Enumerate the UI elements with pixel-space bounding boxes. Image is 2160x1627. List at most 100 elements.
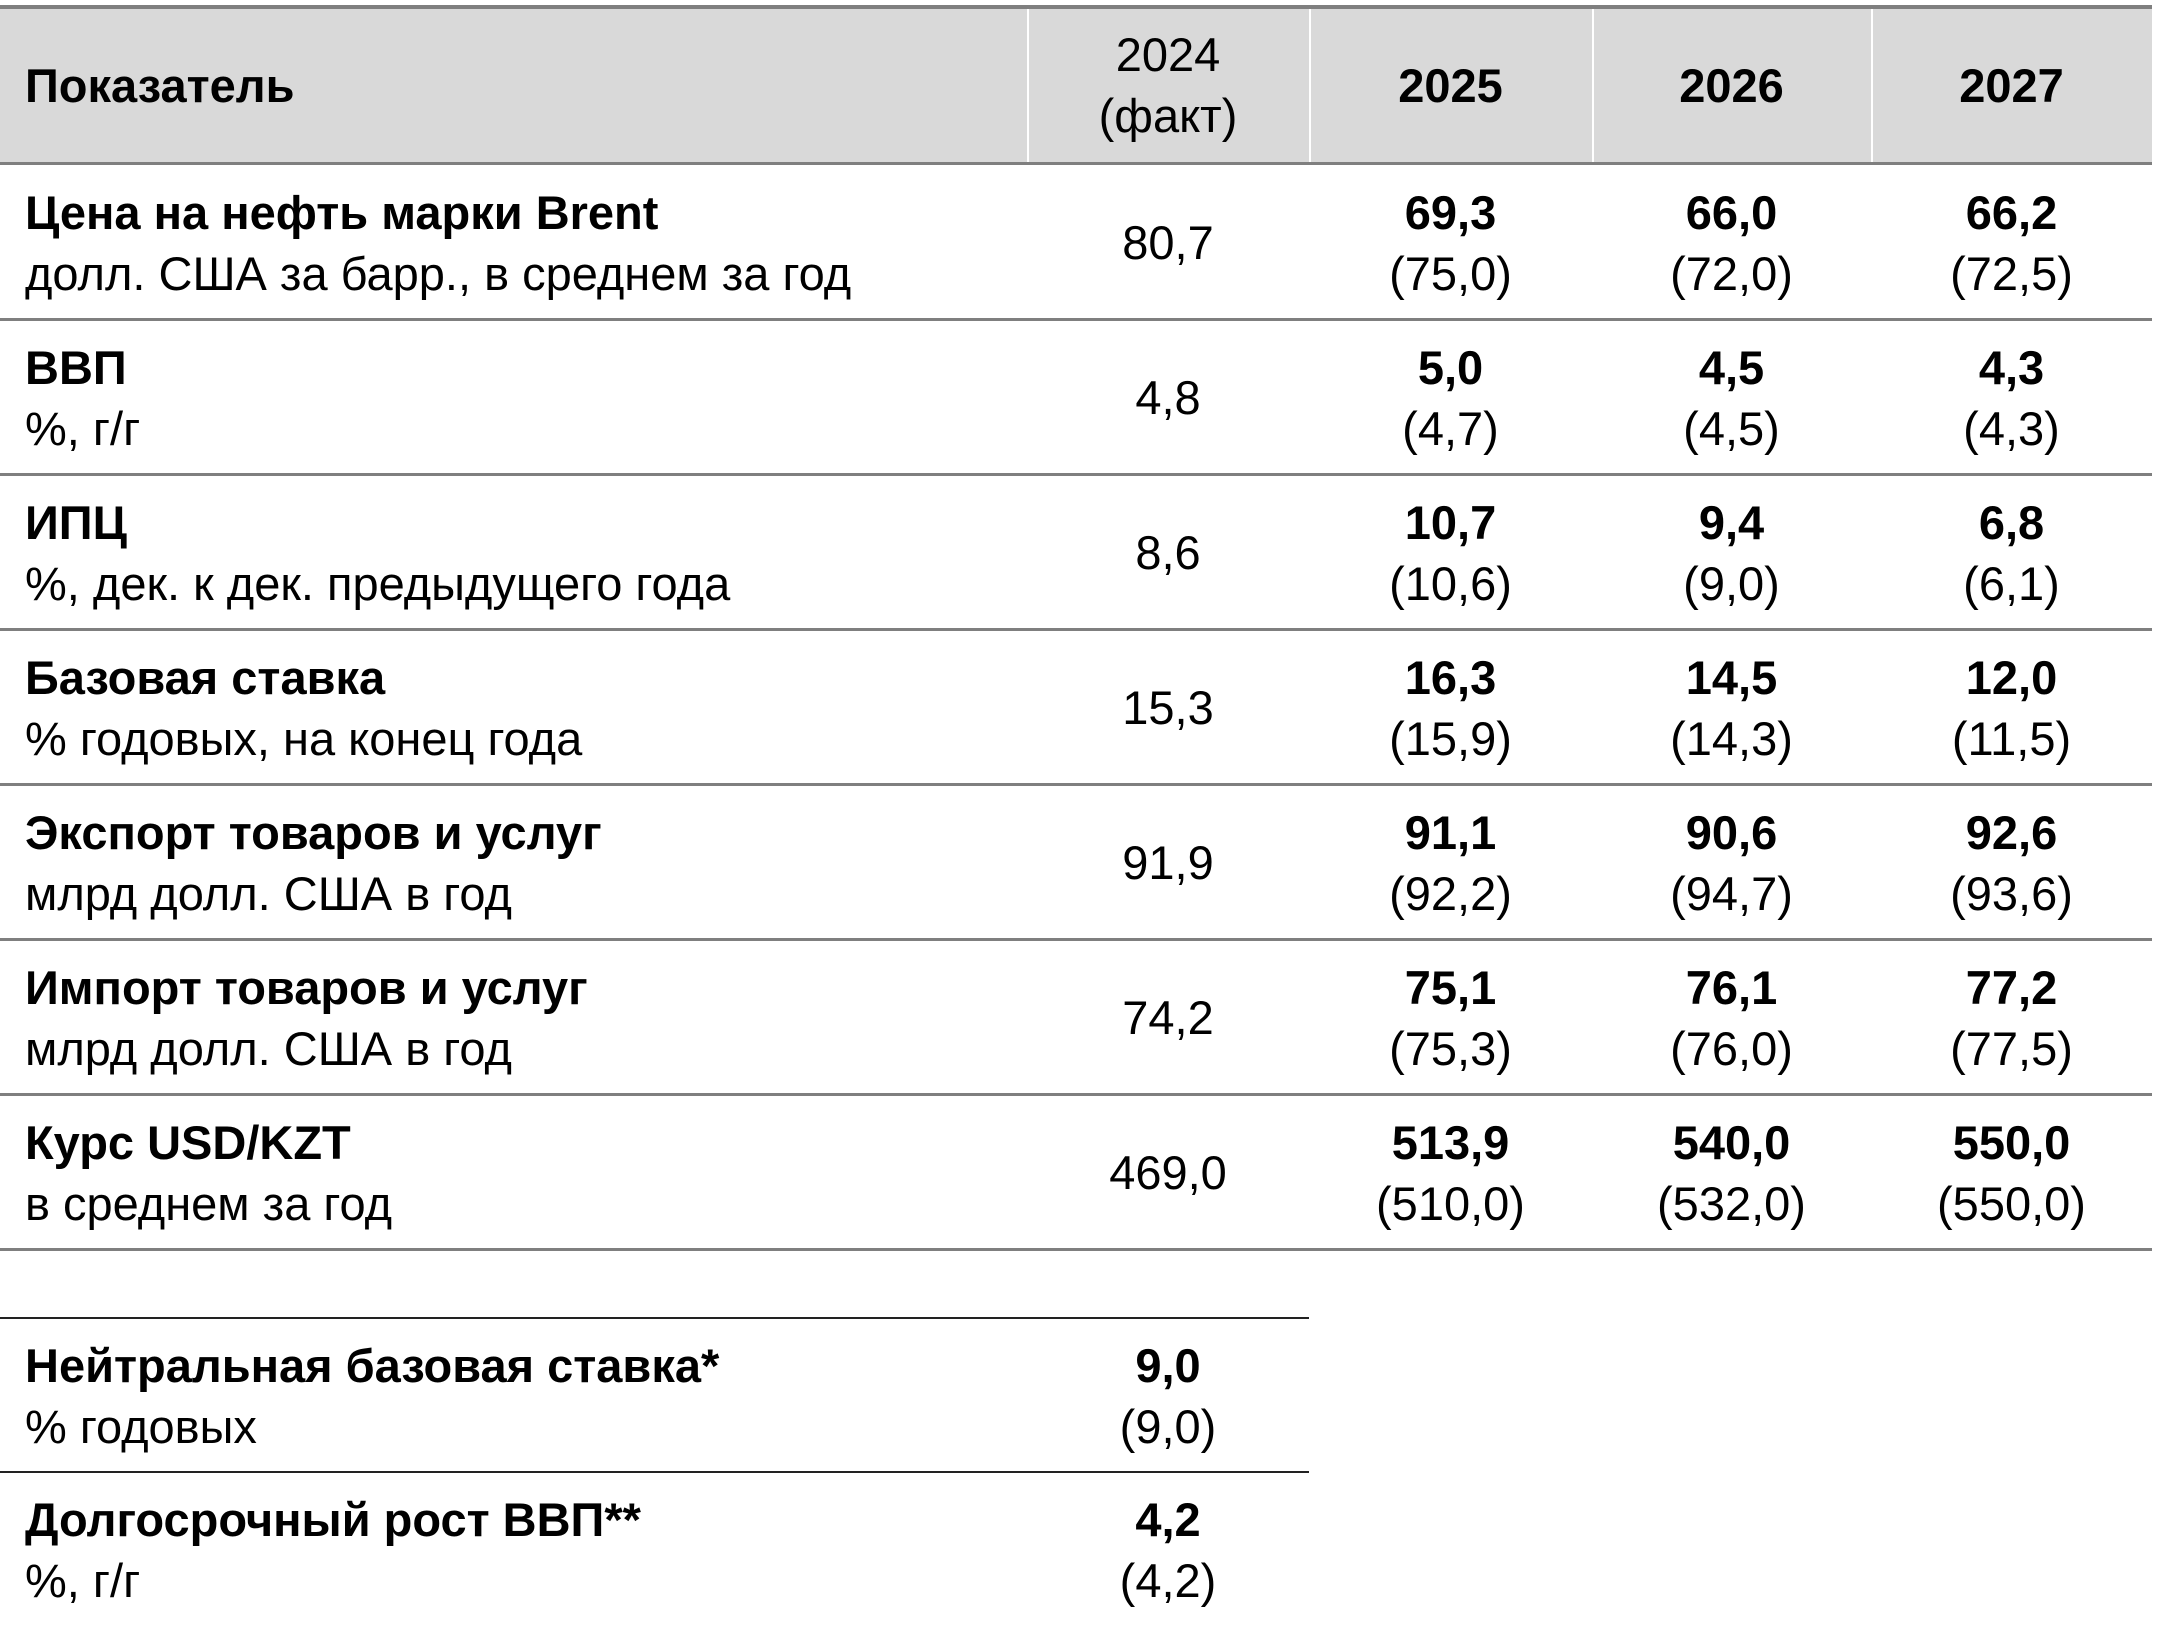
rule (0, 5, 2152, 9)
indicator-unit: %, дек. к дек. предыдущего года (25, 556, 731, 610)
rule (0, 783, 2152, 786)
previous-forecast: (9,0) (1683, 556, 1780, 610)
rule (0, 318, 2152, 321)
indicator-unit: % годовых, на конец года (25, 711, 583, 765)
fact-value: 80,7 (1122, 216, 1214, 269)
forecast-cell: 5,0 (4,7) (1309, 320, 1592, 475)
forecast-value: 550,0 (1952, 1115, 2071, 1169)
indicator-unit: млрд долл. США в год (25, 866, 512, 920)
forecast-cell: 513,9 (510,0) (1309, 1095, 1592, 1250)
previous-forecast: (11,5) (1951, 711, 2072, 765)
indicator-name: Нейтральная базовая ставка* (25, 1339, 720, 1392)
value-cell: 9,0 (9,0) (1027, 1319, 1309, 1473)
header-text: 2026 (1679, 58, 1784, 112)
indicator-unit: млрд долл. США в год (25, 1021, 512, 1075)
forecast-value: 16,3 (1404, 650, 1497, 704)
rule (0, 1093, 2152, 1096)
indicator-unit: %, г/г (25, 401, 141, 455)
indicator-name: ВВП (25, 340, 127, 394)
previous-forecast: (93,6) (1950, 866, 2073, 920)
forecast-cell: 4,5 (4,5) (1592, 320, 1871, 475)
forecast-cell: 77,2 (77,5) (1871, 940, 2152, 1095)
forecast-cell: 76,1 (76,0) (1592, 940, 1871, 1095)
previous-forecast: (4,7) (1402, 401, 1499, 455)
row-label: Курс USD/KZT в среднем за год (0, 1095, 1027, 1250)
header-cell: Показатель (0, 7, 1027, 163)
current-value: 4,2 (1135, 1493, 1201, 1546)
header-separator (1871, 7, 1873, 163)
fact-value: 469,0 (1109, 1146, 1227, 1199)
header-separator (1309, 7, 1311, 163)
rule (0, 162, 2152, 165)
forecast-value: 69,3 (1404, 185, 1497, 239)
forecast-cell: 92,6 (93,6) (1871, 785, 2152, 940)
forecast-value: 4,5 (1698, 340, 1765, 394)
forecast-cell: 540,0 (532,0) (1592, 1095, 1871, 1250)
header-text: 2024 (1115, 28, 1221, 81)
indicator-name: Цена на нефть марки Brent (25, 185, 659, 239)
previous-forecast: (15,9) (1389, 711, 1512, 765)
forecast-value: 91,1 (1404, 805, 1497, 859)
indicator-name: Базовая ставка (25, 650, 386, 704)
previous-forecast: (75,3) (1389, 1021, 1512, 1075)
current-value: 9,0 (1135, 1339, 1201, 1392)
forecast-cell: 69,3 (75,0) (1309, 165, 1592, 320)
forecast-value: 10,7 (1404, 495, 1497, 549)
forecast-value: 6,8 (1978, 495, 2045, 549)
forecast-cell: 90,6 (94,7) (1592, 785, 1871, 940)
header-text: (факт) (1098, 89, 1238, 142)
fact-cell: 4,8 (1027, 320, 1309, 475)
row-label: Долгосрочный рост ВВП** %, г/г (0, 1473, 1027, 1627)
fact-value: 4,8 (1135, 371, 1201, 424)
forecast-cell: 4,3 (4,3) (1871, 320, 2152, 475)
forecast-value: 4,3 (1978, 340, 2045, 394)
header-background (0, 7, 2152, 163)
header-text: 2027 (1959, 58, 2064, 112)
fact-value: 8,6 (1135, 526, 1201, 579)
forecast-value: 92,6 (1965, 805, 2058, 859)
rule (0, 1471, 1309, 1473)
header-cell: 2025 (1309, 7, 1592, 163)
fact-value: 15,3 (1122, 681, 1214, 734)
indicator-unit: %, г/г (25, 1554, 141, 1607)
previous-forecast: (76,0) (1670, 1021, 1793, 1075)
row-label: ИПЦ %, дек. к дек. предыдущего года (0, 475, 1027, 630)
indicator-unit: долл. США за барр., в среднем за год (25, 246, 852, 300)
forecast-cell: 12,0 (11,5) (1871, 630, 2152, 785)
fact-cell: 80,7 (1027, 165, 1309, 320)
forecast-cell: 66,0 (72,0) (1592, 165, 1871, 320)
previous-forecast: (77,5) (1950, 1021, 2073, 1075)
indicator-name: Курс USD/KZT (25, 1115, 351, 1169)
forecast-value: 540,0 (1672, 1115, 1791, 1169)
header-text: Показатель (25, 58, 295, 112)
forecast-cell: 14,5 (14,3) (1592, 630, 1871, 785)
indicator-unit: в среднем за год (25, 1176, 393, 1230)
rule (0, 938, 2152, 941)
forecast-cell: 66,2 (72,5) (1871, 165, 2152, 320)
row-label: Нейтральная базовая ставка* % годовых (0, 1319, 1027, 1473)
rule (0, 1248, 2152, 1251)
header-cell: 2027 (1871, 7, 2152, 163)
previous-forecast: (10,6) (1389, 556, 1512, 610)
previous-forecast: (4,5) (1683, 401, 1780, 455)
forecast-value: 90,6 (1685, 805, 1778, 859)
previous-forecast: (72,0) (1670, 246, 1793, 300)
forecast-cell: 9,4 (9,0) (1592, 475, 1871, 630)
forecast-value: 75,1 (1404, 960, 1497, 1014)
row-label: Цена на нефть марки Brent долл. США за ба… (0, 165, 1027, 320)
previous-value: (4,2) (1119, 1554, 1217, 1607)
previous-forecast: (6,1) (1963, 556, 2060, 610)
previous-forecast: (94,7) (1670, 866, 1793, 920)
indicator-name: Долгосрочный рост ВВП** (25, 1493, 641, 1546)
forecast-value: 14,5 (1685, 650, 1778, 704)
header-cell: 2026 (1592, 7, 1871, 163)
previous-forecast: (14,3) (1670, 711, 1793, 765)
forecast-value: 5,0 (1417, 340, 1484, 394)
fact-cell: 74,2 (1027, 940, 1309, 1095)
indicator-unit: % годовых (25, 1400, 257, 1453)
header-cell: 2024 (факт) (1027, 7, 1309, 163)
forecast-value: 9,4 (1698, 495, 1765, 549)
value-cell: 4,2 (4,2) (1027, 1473, 1309, 1627)
forecast-cell: 6,8 (6,1) (1871, 475, 2152, 630)
header-text: 2025 (1398, 58, 1503, 112)
